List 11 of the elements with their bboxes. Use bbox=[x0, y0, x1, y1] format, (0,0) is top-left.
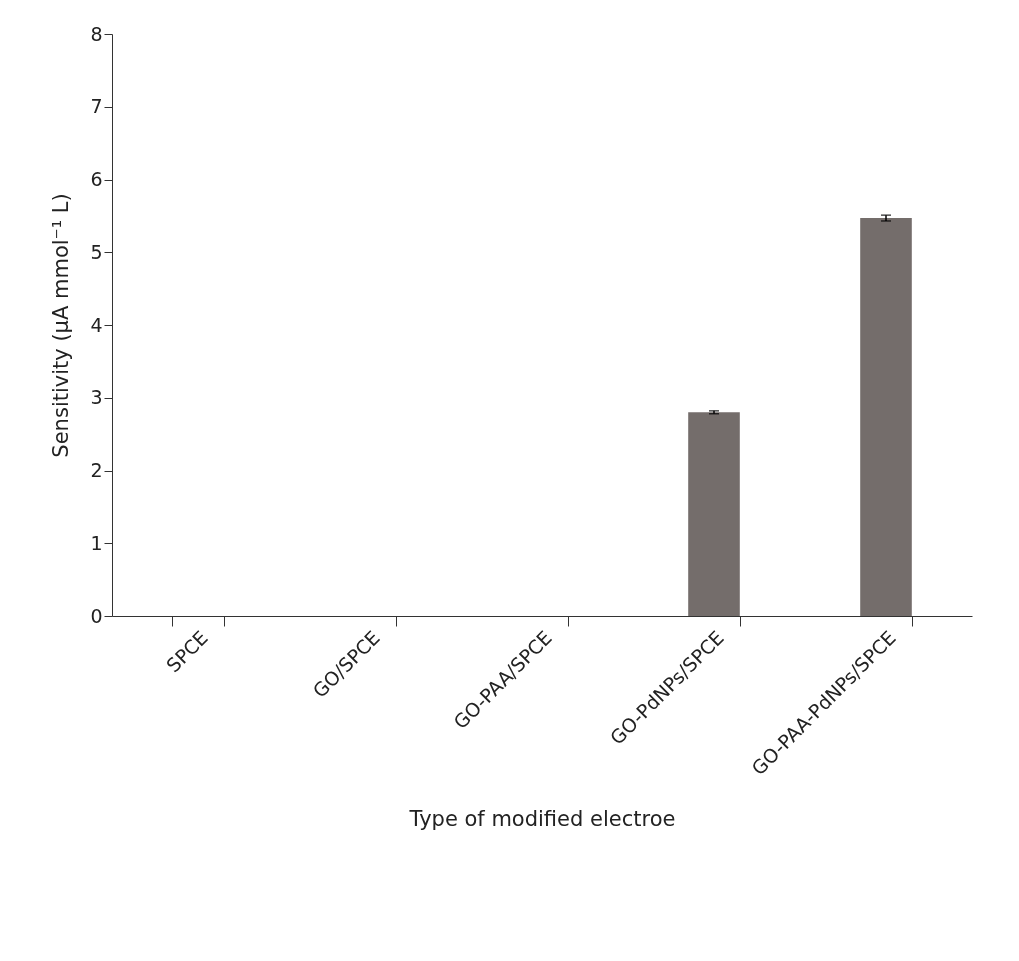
y-axis-title: Sensitivity (μA mmol⁻¹ L) bbox=[49, 193, 74, 458]
y-tick-label: 1 bbox=[90, 531, 103, 554]
y-tick-label: 5 bbox=[90, 240, 103, 263]
y-tick-label: 8 bbox=[90, 22, 103, 45]
x-axis-title: Type of modified electroe bbox=[408, 807, 676, 832]
y-tick-label: 4 bbox=[90, 313, 103, 336]
y-tick-label: 0 bbox=[90, 604, 103, 627]
y-tick-label: 3 bbox=[90, 386, 103, 409]
y-tick-label: 6 bbox=[90, 168, 103, 190]
y-tick-label: 7 bbox=[90, 95, 103, 118]
y-tick-label: 2 bbox=[90, 459, 103, 481]
